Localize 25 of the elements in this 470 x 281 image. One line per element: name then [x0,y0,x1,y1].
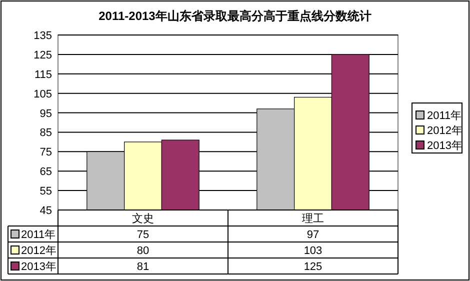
y-tick-label: 45 [40,205,52,217]
y-tick-label: 75 [40,146,52,159]
data-label: 125 [304,261,322,273]
y-tick-label: 135 [34,30,52,42]
data-label: 103 [304,245,322,257]
y-tick-label: 65 [40,166,52,178]
y-tick-label: 115 [34,68,52,81]
data-label: 97 [306,229,320,241]
data-label: 75 [136,229,150,241]
text: 2011年 [427,110,462,122]
x-tick-label: 理工 [302,213,324,225]
x-tick-label: 文史 [132,212,154,225]
data-label: 80 [136,245,150,257]
text: 2012年 [427,125,462,137]
y-tick-label: 125 [34,49,52,62]
y-tick-label: 55 [40,186,52,198]
y-tick-label: 85 [40,127,52,140]
legend-label: 2011年 [21,229,56,241]
y-tick-label: 95 [40,108,52,120]
legend-label: 2012年 [21,245,56,257]
text: 2013年 [21,261,56,273]
chart-title: 2011-2013年山东省录取最高分高于重点线分数统计 [98,9,372,23]
y-tick-label: 105 [34,88,52,100]
legend-label: 2013年 [427,140,462,152]
data-label: 81 [136,261,150,273]
